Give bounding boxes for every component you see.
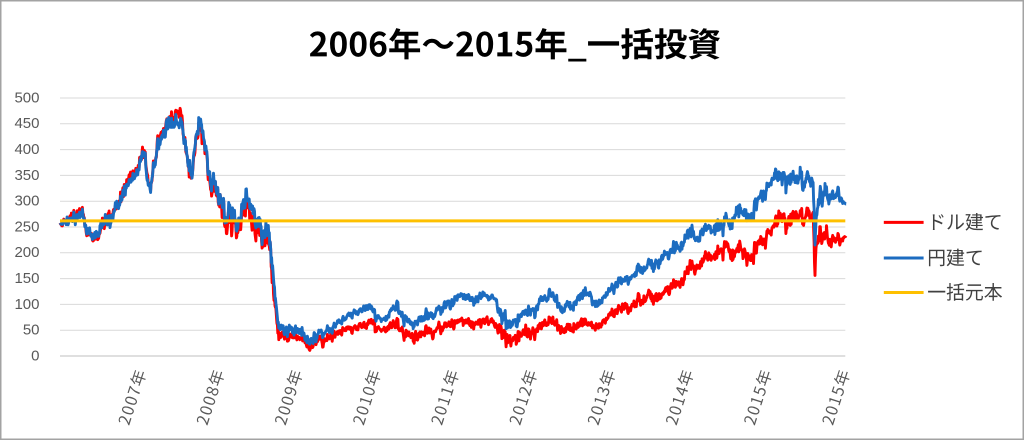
svg-text:250: 250 — [14, 218, 39, 235]
svg-text:350: 350 — [14, 167, 39, 184]
svg-text:450: 450 — [14, 115, 39, 132]
svg-text:500: 500 — [14, 89, 39, 106]
svg-text:300: 300 — [14, 193, 39, 210]
svg-text:150: 150 — [14, 270, 39, 287]
svg-text:200: 200 — [14, 244, 39, 261]
svg-text:50: 50 — [23, 322, 40, 339]
svg-text:100: 100 — [14, 296, 39, 313]
svg-text:400: 400 — [14, 141, 39, 158]
svg-text:0: 0 — [31, 347, 39, 364]
